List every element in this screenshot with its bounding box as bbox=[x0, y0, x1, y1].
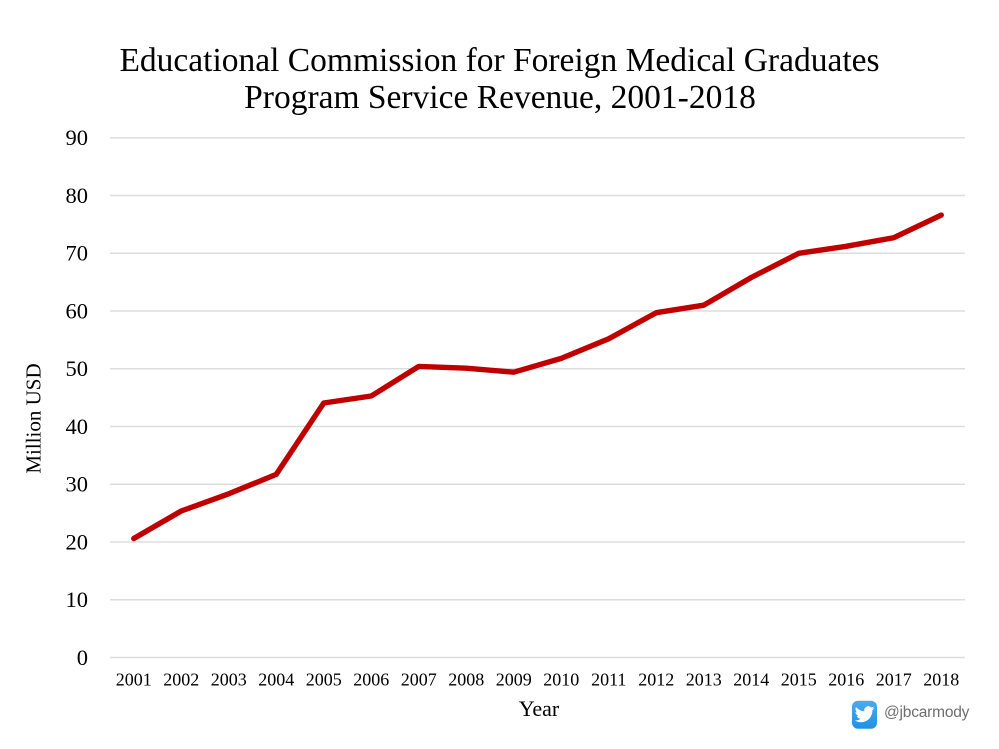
svg-text:50: 50 bbox=[66, 356, 89, 381]
svg-text:Educational Commission for For: Educational Commission for Foreign Medic… bbox=[119, 42, 879, 79]
svg-text:2015: 2015 bbox=[781, 669, 817, 689]
svg-text:2006: 2006 bbox=[353, 669, 389, 689]
svg-text:2012: 2012 bbox=[638, 669, 674, 689]
svg-text:2018: 2018 bbox=[923, 669, 959, 689]
svg-text:Million USD: Million USD bbox=[22, 363, 46, 473]
svg-text:20: 20 bbox=[66, 529, 89, 554]
svg-text:Year: Year bbox=[519, 696, 560, 721]
svg-text:2014: 2014 bbox=[733, 669, 769, 689]
svg-text:2007: 2007 bbox=[401, 669, 437, 689]
svg-text:30: 30 bbox=[66, 472, 89, 497]
svg-text:2016: 2016 bbox=[828, 669, 864, 689]
svg-text:70: 70 bbox=[66, 241, 89, 266]
svg-text:2013: 2013 bbox=[686, 669, 722, 689]
svg-text:60: 60 bbox=[66, 298, 89, 323]
svg-text:0: 0 bbox=[77, 645, 88, 670]
svg-text:2008: 2008 bbox=[448, 669, 484, 689]
svg-text:2003: 2003 bbox=[211, 669, 247, 689]
svg-text:2002: 2002 bbox=[163, 669, 199, 689]
svg-text:2009: 2009 bbox=[496, 669, 532, 689]
svg-text:Program Service Revenue, 2001-: Program Service Revenue, 2001-2018 bbox=[244, 79, 756, 116]
svg-text:2004: 2004 bbox=[258, 669, 294, 689]
svg-text:2010: 2010 bbox=[543, 669, 579, 689]
svg-text:80: 80 bbox=[66, 183, 89, 208]
svg-text:90: 90 bbox=[66, 125, 89, 150]
svg-text:10: 10 bbox=[66, 587, 89, 612]
svg-text:2011: 2011 bbox=[591, 669, 626, 689]
svg-text:2017: 2017 bbox=[876, 669, 912, 689]
svg-text:2005: 2005 bbox=[306, 669, 342, 689]
svg-text:@jbcarmody: @jbcarmody bbox=[884, 704, 970, 721]
svg-text:2001: 2001 bbox=[116, 669, 152, 689]
svg-text:40: 40 bbox=[66, 414, 89, 439]
